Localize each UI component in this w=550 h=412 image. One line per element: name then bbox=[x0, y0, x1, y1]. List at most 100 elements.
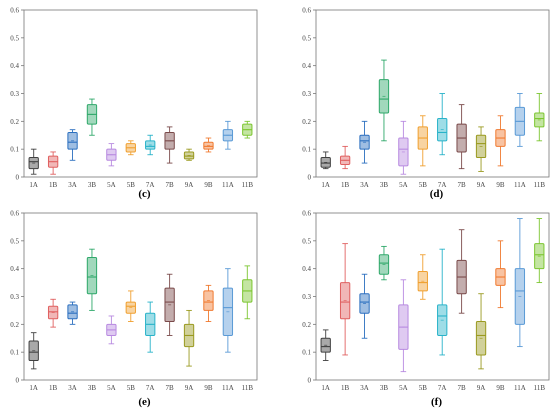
x-tick-label: 9A bbox=[185, 181, 194, 189]
x-tick-label: 5B bbox=[419, 384, 428, 392]
y-tick-label: 0 bbox=[16, 377, 20, 385]
x-tick-label: 1B bbox=[341, 181, 350, 189]
x-tick-label: 11A bbox=[514, 181, 526, 189]
box-11A bbox=[222, 120, 234, 150]
box-3A bbox=[359, 120, 370, 164]
box-9A bbox=[183, 309, 195, 367]
x-tick-label: 11B bbox=[534, 181, 546, 189]
box-7A bbox=[145, 301, 156, 353]
y-tick-label: 0.3 bbox=[302, 90, 311, 98]
box-9B bbox=[203, 284, 214, 322]
box-5A bbox=[398, 120, 409, 175]
y-tick-label: 0.3 bbox=[10, 293, 19, 301]
panel-label: (c) bbox=[138, 188, 151, 200]
box-5A bbox=[106, 315, 117, 345]
panel-c: 0 0.1 0.2 0.3 0.4 0.5 0.6 1A 1B 3A 3B 5A 5B 7A 7B 9A 9B 1… bbox=[10, 7, 258, 200]
box-1A bbox=[320, 151, 331, 170]
y-tick-label: 0.6 bbox=[10, 210, 19, 218]
x-tick-label: 5A bbox=[399, 384, 408, 392]
y-tick-label: 0.4 bbox=[302, 265, 311, 273]
box-3B bbox=[86, 98, 98, 136]
x-tick-label: 5A bbox=[107, 384, 116, 392]
x-tick-label: 1A bbox=[29, 384, 38, 392]
box-3A bbox=[67, 129, 78, 161]
box-9B bbox=[495, 115, 506, 167]
x-tick-label: 11B bbox=[242, 181, 254, 189]
box-11B bbox=[534, 93, 545, 142]
plot-frame bbox=[315, 212, 550, 381]
x-tick-label: 5A bbox=[399, 181, 408, 189]
y-tick-label: 0.3 bbox=[302, 293, 311, 301]
x-tick-label: 5A bbox=[107, 181, 116, 189]
box-11A bbox=[514, 93, 526, 147]
x-tick-label: 7B bbox=[166, 181, 175, 189]
box-7B bbox=[456, 104, 467, 170]
y-tick-label: 0 bbox=[308, 377, 312, 385]
panel-f: 0 0.1 0.2 0.3 0.4 0.5 0.6 1A 1B 3A 3B 5A 5B 7A 7B 9A 9B 1… bbox=[302, 210, 550, 408]
y-tick-label: 0.5 bbox=[302, 237, 311, 245]
x-tick-label: 5B bbox=[127, 384, 136, 392]
x-tick-label: 9B bbox=[496, 384, 505, 392]
x-tick-label: 1B bbox=[341, 384, 350, 392]
y-tick-label: 0.1 bbox=[10, 146, 19, 154]
box-1B bbox=[339, 243, 351, 356]
x-tick-label: 5B bbox=[419, 181, 428, 189]
box-5B bbox=[417, 254, 428, 300]
box-11B bbox=[242, 120, 253, 139]
y-tick-label: 0.2 bbox=[10, 118, 19, 126]
x-tick-label: 11A bbox=[514, 384, 526, 392]
x-tick-label: 3B bbox=[380, 384, 389, 392]
x-tick-label: 3B bbox=[88, 384, 97, 392]
x-tick-label: 3A bbox=[68, 181, 77, 189]
y-tick-label: 0.6 bbox=[302, 210, 311, 218]
x-tick-label: 7A bbox=[438, 181, 447, 189]
box-9A bbox=[475, 293, 487, 370]
y-tick-label: 0 bbox=[308, 174, 312, 182]
y-tick-label: 0.4 bbox=[10, 265, 19, 273]
y-tick-label: 0.6 bbox=[10, 7, 19, 15]
box-9A bbox=[475, 126, 487, 172]
x-tick-label: 7A bbox=[146, 384, 155, 392]
box-11B bbox=[242, 265, 253, 320]
x-tick-label: 1B bbox=[49, 181, 58, 189]
panel-d: 0 0.1 0.2 0.3 0.4 0.5 0.6 1A 1B 3A 3B 5A 5B 7A 7B 9A 9B 1… bbox=[302, 7, 550, 200]
x-tick-label: 3A bbox=[68, 384, 77, 392]
x-tick-label: 11B bbox=[242, 384, 254, 392]
box-3B bbox=[86, 248, 98, 311]
panel-label: (e) bbox=[138, 396, 151, 408]
x-tick-label: 5B bbox=[127, 181, 136, 189]
box-11A bbox=[222, 268, 234, 353]
box-1A bbox=[320, 329, 331, 361]
y-tick-label: 0.2 bbox=[302, 321, 311, 329]
box-9A bbox=[183, 148, 195, 161]
box-1B bbox=[339, 145, 351, 170]
panel-label: (f) bbox=[431, 396, 442, 408]
y-tick-label: 0.1 bbox=[302, 146, 311, 154]
y-tick-label: 0.6 bbox=[302, 7, 311, 15]
panel-label: (d) bbox=[430, 188, 444, 200]
box-7B bbox=[164, 273, 175, 336]
box-11A bbox=[514, 218, 526, 348]
box-5A bbox=[106, 143, 117, 167]
y-tick-label: 0.3 bbox=[10, 90, 19, 98]
box-1B bbox=[47, 151, 59, 175]
y-tick-label: 0 bbox=[16, 174, 20, 182]
box-5B bbox=[125, 290, 136, 322]
x-tick-label: 7A bbox=[146, 181, 155, 189]
box-1A bbox=[28, 148, 39, 175]
box-3B bbox=[378, 245, 390, 281]
box-7A bbox=[437, 248, 448, 356]
plot-frame bbox=[315, 9, 550, 178]
x-tick-label: 7B bbox=[166, 384, 175, 392]
x-tick-label: 1B bbox=[49, 384, 58, 392]
x-tick-label: 11A bbox=[222, 384, 234, 392]
box-7A bbox=[145, 134, 156, 156]
box-9B bbox=[495, 240, 506, 309]
y-tick-label: 0.4 bbox=[302, 62, 311, 70]
y-tick-label: 0.2 bbox=[10, 321, 19, 329]
x-tick-label: 11B bbox=[534, 384, 546, 392]
plot-frame bbox=[23, 212, 258, 381]
box-5B bbox=[125, 140, 136, 156]
x-tick-label: 7B bbox=[458, 181, 467, 189]
